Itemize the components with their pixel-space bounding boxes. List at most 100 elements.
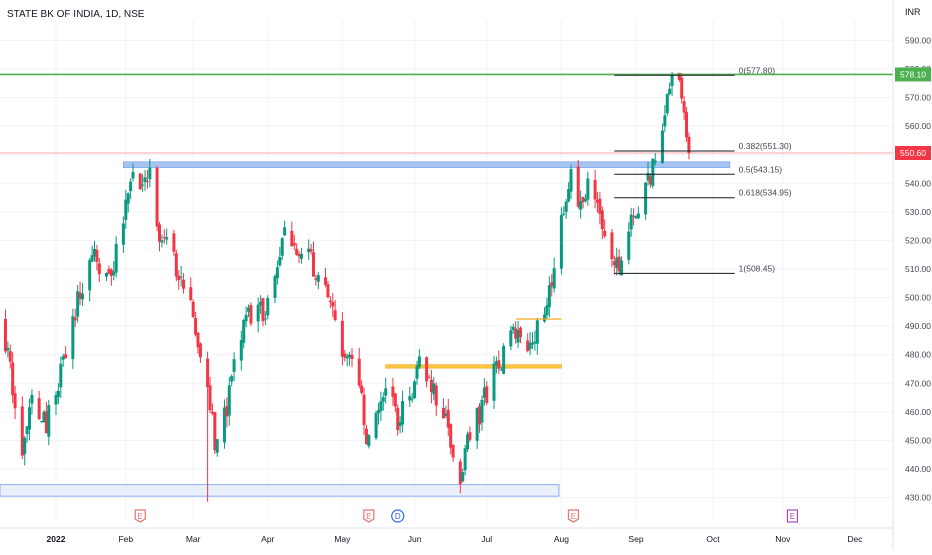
- candle: [367, 433, 371, 449]
- candle: [295, 243, 299, 256]
- candle: [466, 431, 470, 453]
- candle: [157, 221, 161, 252]
- candle: [8, 344, 12, 369]
- candle: [213, 411, 217, 455]
- candle: [526, 333, 530, 353]
- candle: [531, 332, 535, 349]
- candle: [629, 207, 633, 237]
- candle: [266, 295, 270, 320]
- candle: [552, 257, 556, 293]
- candle: [129, 178, 133, 200]
- x-tick-label: Jul: [481, 534, 492, 544]
- dividend-event-marker[interactable]: D: [391, 509, 405, 523]
- candle: [401, 390, 405, 433]
- candle: [410, 392, 414, 403]
- orange-zone[interactable]: [385, 364, 562, 369]
- candle: [384, 377, 388, 404]
- earnings-event-marker[interactable]: E: [363, 509, 375, 523]
- candle: [312, 241, 316, 277]
- candle: [668, 82, 672, 96]
- candle: [196, 332, 200, 354]
- blue-zone[interactable]: [123, 161, 731, 168]
- candle: [42, 410, 46, 423]
- fib-level-label: 0(577.80): [739, 65, 776, 75]
- candle: [47, 400, 51, 446]
- candle: [105, 272, 109, 282]
- candle: [425, 356, 429, 388]
- candle: [165, 228, 169, 245]
- candle: [160, 234, 164, 248]
- candle: [581, 196, 585, 209]
- candle: [644, 182, 648, 220]
- candle: [648, 173, 652, 188]
- candle: [239, 330, 243, 371]
- candle: [494, 356, 498, 374]
- svg-text:D: D: [395, 512, 401, 521]
- candle: [632, 208, 636, 226]
- candle: [393, 392, 397, 413]
- candle: [206, 351, 210, 502]
- candles: [3, 71, 691, 502]
- candle: [636, 206, 640, 220]
- y-tick-label: 440.00: [905, 464, 931, 474]
- candle: [458, 458, 462, 494]
- candle: [564, 198, 568, 219]
- candle: [61, 353, 65, 367]
- earnings-event-marker[interactable]: E: [567, 509, 580, 523]
- light-blue-zone[interactable]: [0, 484, 560, 497]
- x-tick-label: May: [334, 534, 351, 544]
- y-tick-label: 520.00: [905, 235, 931, 245]
- zones: [0, 161, 731, 497]
- candle: [434, 382, 438, 417]
- candle: [463, 444, 467, 476]
- candle: [261, 297, 265, 327]
- candle: [340, 312, 344, 366]
- candle: [256, 297, 260, 333]
- candle: [283, 220, 287, 237]
- candle: [396, 404, 400, 436]
- y-tick-label: 510.00: [905, 264, 931, 274]
- x-tick-label: Jun: [408, 534, 422, 544]
- candle: [663, 105, 667, 133]
- candle: [59, 356, 63, 398]
- earnings-event-marker[interactable]: E: [134, 509, 146, 523]
- candle: [357, 347, 361, 389]
- fib-level-label: 0.5(543.15): [739, 164, 783, 174]
- candle: [40, 421, 44, 423]
- candle: [475, 407, 479, 449]
- candle: [71, 308, 75, 369]
- candle: [37, 390, 41, 421]
- candle: [174, 249, 178, 282]
- candle: [247, 304, 251, 318]
- resistance-price-badge-text: 578.10: [900, 69, 926, 79]
- candle: [299, 247, 303, 264]
- candle: [331, 292, 335, 318]
- candle: [482, 378, 486, 406]
- fib-level-label: 0.382(551.30): [739, 141, 792, 151]
- candle: [307, 239, 311, 260]
- y-tick-label: 430.00: [905, 493, 931, 503]
- candle: [95, 244, 99, 271]
- candle: [141, 174, 145, 192]
- candle: [514, 321, 518, 344]
- earnings-event-marker[interactable]: E: [786, 509, 799, 523]
- candle: [598, 191, 602, 225]
- candle: [172, 229, 176, 256]
- candle: [502, 343, 506, 375]
- candle: [620, 256, 624, 276]
- candle: [222, 399, 226, 449]
- candle: [682, 96, 686, 121]
- candle: [194, 311, 198, 337]
- candle: [80, 283, 84, 307]
- candle: [427, 374, 431, 379]
- candle: [511, 323, 515, 334]
- candle: [230, 374, 234, 387]
- candle: [432, 376, 436, 401]
- candle: [273, 274, 277, 303]
- candle: [126, 192, 130, 213]
- candle: [179, 266, 183, 287]
- candle: [559, 207, 563, 275]
- fib-level-label: 0.618(534.95): [739, 188, 792, 198]
